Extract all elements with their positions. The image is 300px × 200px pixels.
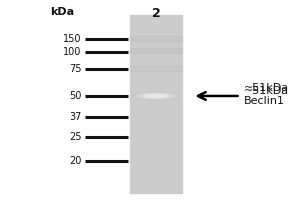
Text: 75: 75	[69, 64, 82, 74]
Ellipse shape	[133, 92, 179, 100]
Bar	[130, 48, 182, 53]
Text: kDa: kDa	[51, 7, 75, 17]
Text: Beclin1: Beclin1	[243, 96, 284, 106]
Text: ~51kDa: ~51kDa	[243, 83, 289, 93]
Text: 100: 100	[63, 47, 82, 57]
Text: 50: 50	[69, 91, 82, 101]
Text: 2: 2	[152, 7, 160, 20]
Text: ~51kDa: ~51kDa	[243, 86, 289, 96]
Bar	[130, 66, 182, 71]
Bar	[130, 15, 182, 193]
Text: 37: 37	[69, 112, 82, 122]
Ellipse shape	[144, 95, 168, 97]
Text: 150: 150	[63, 34, 82, 44]
Text: 25: 25	[69, 132, 82, 142]
Bar	[130, 36, 182, 41]
Ellipse shape	[137, 93, 175, 98]
Text: 20: 20	[69, 156, 82, 166]
